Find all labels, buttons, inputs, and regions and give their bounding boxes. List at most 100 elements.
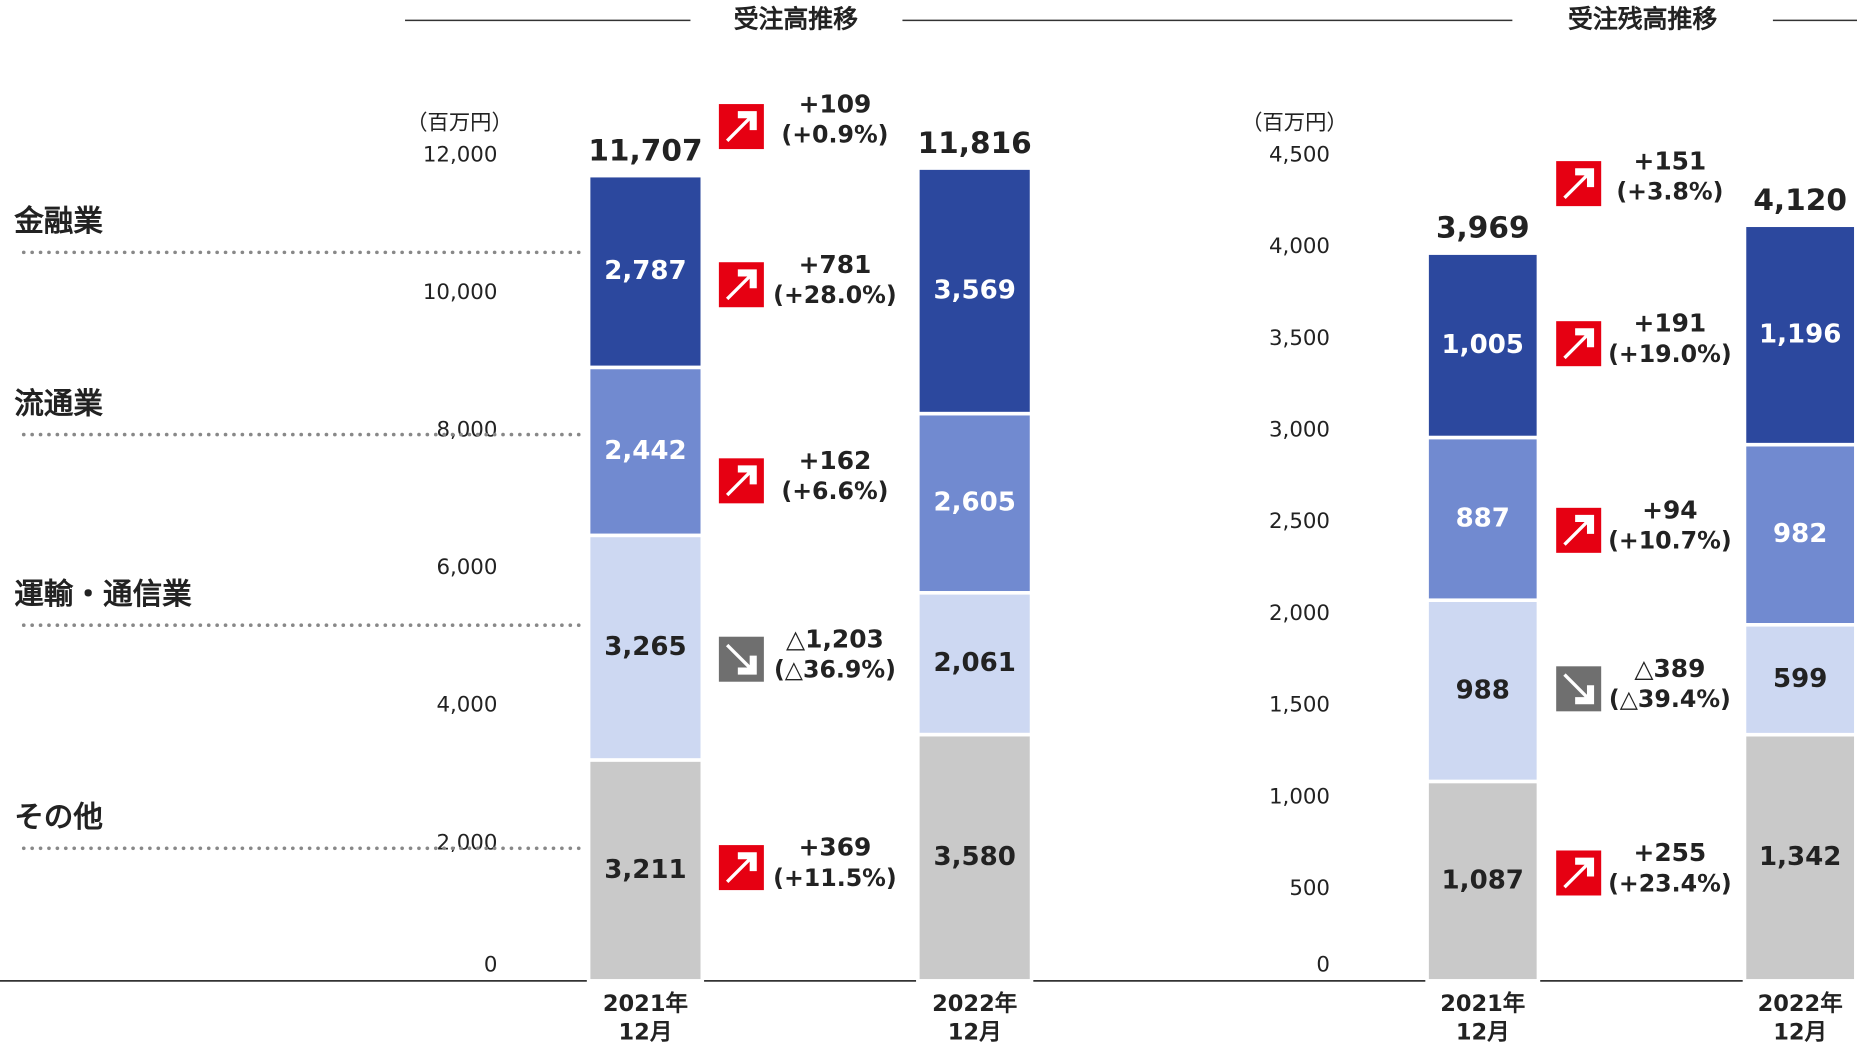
x-tick-label: 2022年: [1758, 990, 1843, 1017]
bar-segment: [1425, 251, 1541, 440]
segment-label: 2,061: [933, 648, 1015, 678]
trend-arrow: [1563, 857, 1595, 889]
y-tick-label: 4,000: [1269, 234, 1330, 259]
unit-label: （百万円）: [1241, 110, 1348, 135]
unit-label: （百万円）: [406, 110, 513, 135]
y-tick-label: 0: [484, 952, 498, 977]
bar-segment: [586, 173, 705, 370]
trend-icon: [718, 458, 764, 504]
chart-title: 受注高推移: [734, 4, 858, 33]
change-value: +151: [1634, 146, 1707, 175]
change-value: +369: [799, 833, 872, 862]
change-percent: (+19.0%): [1608, 340, 1732, 368]
segment-label: 3,211: [604, 855, 686, 885]
trend-icon: [1556, 321, 1602, 367]
segment-label: 1,196: [1759, 319, 1841, 349]
trend-icon: [718, 262, 764, 308]
trend-icon: [1556, 507, 1602, 553]
x-tick-label: 2022年: [932, 990, 1017, 1017]
trend-icon: [718, 104, 764, 150]
trend-arrow: [1563, 168, 1595, 200]
x-tick-label: 12月: [619, 1019, 673, 1045]
segment-label: 3,265: [604, 632, 686, 662]
bar-segment: [1742, 623, 1857, 737]
segment-label: 982: [1773, 519, 1827, 549]
y-tick-label: 4,000: [436, 693, 497, 718]
x-tick-label: 12月: [1456, 1019, 1510, 1045]
trend-arrow: [725, 111, 757, 142]
trend-arrow: [725, 643, 757, 675]
change-value: +781: [799, 250, 872, 279]
bar-segment: [916, 411, 1034, 595]
y-tick-label: 3,000: [1269, 418, 1330, 443]
x-tick-label: 12月: [1773, 1019, 1827, 1045]
chart-title: 受注残高推移: [1568, 4, 1717, 33]
change-percent: (+11.5%): [773, 864, 897, 892]
trend-arrow: [1563, 328, 1595, 360]
x-tick-label: 12月: [948, 1019, 1002, 1045]
change-value: △389: [1634, 654, 1705, 683]
change-percent: (+0.9%): [781, 121, 888, 149]
trend-arrow: [1563, 514, 1595, 546]
segment-label: 1,005: [1442, 330, 1524, 360]
bar-segment: [586, 533, 705, 762]
y-tick-label: 1,500: [1269, 693, 1330, 718]
y-tick-label: 10,000: [423, 280, 498, 305]
bar-segment: [916, 591, 1034, 737]
x-tick-label: 2021年: [603, 990, 688, 1017]
segment-label: 887: [1456, 503, 1510, 533]
bar-segment: [586, 758, 705, 983]
y-tick-label: 6,000: [436, 555, 497, 580]
total-label: 11,707: [588, 133, 702, 167]
segment-label: 3,569: [933, 275, 1015, 305]
total-label: 11,816: [918, 126, 1032, 160]
y-tick-label: 12,000: [423, 142, 498, 167]
change-percent: (+28.0%): [773, 281, 897, 309]
bar-segment: [916, 166, 1034, 416]
bar-segment: [1742, 223, 1857, 447]
bar-segment: [1742, 732, 1857, 983]
trend-icon: [1556, 850, 1602, 896]
change-percent: (+6.6%): [781, 477, 888, 505]
y-tick-label: 4,500: [1269, 142, 1330, 167]
category-name: 金融業: [13, 204, 103, 238]
category-name: その他: [14, 800, 103, 834]
change-percent: (△39.4%): [1609, 685, 1731, 713]
trend-arrow: [725, 269, 757, 301]
y-tick-label: 0: [1316, 952, 1330, 977]
y-tick-label: 1,000: [1269, 784, 1330, 809]
total-label: 3,969: [1436, 211, 1530, 245]
segment-label: 599: [1773, 664, 1827, 694]
trend-arrow: [1563, 673, 1595, 705]
x-tick-label: 2021年: [1440, 990, 1525, 1017]
change-percent: (△36.9%): [774, 656, 896, 684]
bar-segment: [1425, 779, 1541, 983]
trend-icon: [1556, 161, 1602, 207]
category-name: 運輸・通信業: [14, 577, 192, 611]
trend-arrow: [725, 465, 757, 497]
y-tick-label: 500: [1289, 876, 1330, 901]
change-value: +162: [799, 446, 872, 475]
segment-label: 2,787: [604, 256, 686, 286]
segment-label: 1,087: [1442, 866, 1524, 896]
trend-arrow: [725, 852, 757, 883]
bar-segment: [1742, 442, 1857, 627]
change-value: △1,203: [786, 624, 884, 653]
segment-label: 988: [1456, 675, 1510, 705]
change-value: +94: [1642, 495, 1697, 524]
trend-icon: [1556, 666, 1602, 712]
y-tick-label: 2,000: [436, 830, 497, 855]
total-label: 4,120: [1753, 183, 1847, 217]
change-value: +191: [1634, 309, 1707, 338]
change-percent: (+3.8%): [1616, 178, 1723, 206]
category-name: 流通業: [14, 386, 103, 420]
change-value: +255: [1634, 838, 1707, 867]
segment-label: 2,605: [933, 488, 1015, 518]
trend-icon: [718, 636, 764, 682]
segment-label: 3,580: [933, 842, 1015, 872]
y-tick-label: 2,000: [1269, 601, 1330, 626]
trend-icon: [718, 845, 764, 891]
segment-label: 1,342: [1759, 842, 1841, 872]
